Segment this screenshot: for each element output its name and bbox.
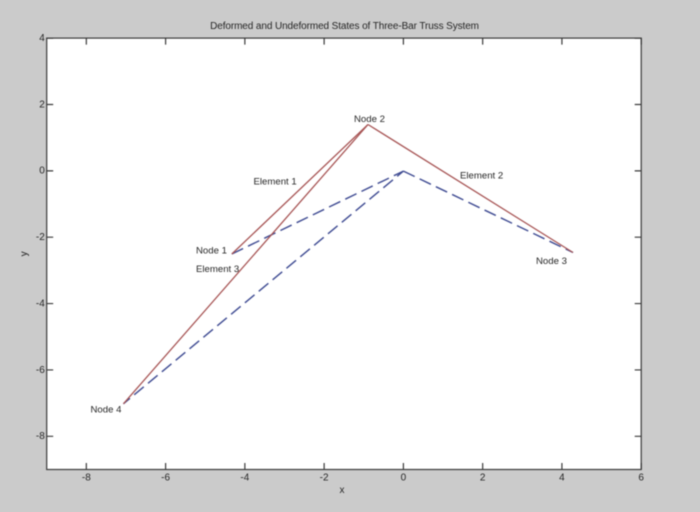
svg-text:2: 2 bbox=[39, 99, 45, 110]
svg-text:4: 4 bbox=[39, 33, 45, 44]
svg-text:-8: -8 bbox=[82, 473, 91, 484]
svg-text:-4: -4 bbox=[240, 473, 249, 484]
svg-text:-6: -6 bbox=[161, 473, 170, 484]
svg-text:Deformed and Undeformed States: Deformed and Undeformed States of Three-… bbox=[210, 21, 479, 32]
svg-text:-6: -6 bbox=[36, 365, 45, 376]
svg-text:Node 4: Node 4 bbox=[91, 405, 123, 416]
svg-text:Node 1: Node 1 bbox=[196, 246, 227, 257]
svg-text:6: 6 bbox=[638, 473, 644, 484]
svg-text:4: 4 bbox=[559, 473, 565, 484]
svg-text:Element 2: Element 2 bbox=[460, 171, 503, 182]
svg-text:-8: -8 bbox=[36, 431, 45, 442]
svg-text:Node 2: Node 2 bbox=[354, 114, 385, 125]
svg-text:Element 1: Element 1 bbox=[254, 176, 297, 187]
svg-text:0: 0 bbox=[401, 473, 407, 484]
svg-text:Element 3: Element 3 bbox=[196, 264, 239, 275]
svg-text:-2: -2 bbox=[36, 232, 45, 243]
svg-text:Node 3: Node 3 bbox=[536, 256, 567, 267]
svg-text:2: 2 bbox=[480, 473, 486, 484]
svg-text:-4: -4 bbox=[36, 299, 45, 310]
svg-text:0: 0 bbox=[39, 166, 45, 177]
svg-text:-2: -2 bbox=[320, 473, 329, 484]
svg-text:x: x bbox=[340, 485, 345, 496]
svg-text:y: y bbox=[19, 251, 30, 256]
